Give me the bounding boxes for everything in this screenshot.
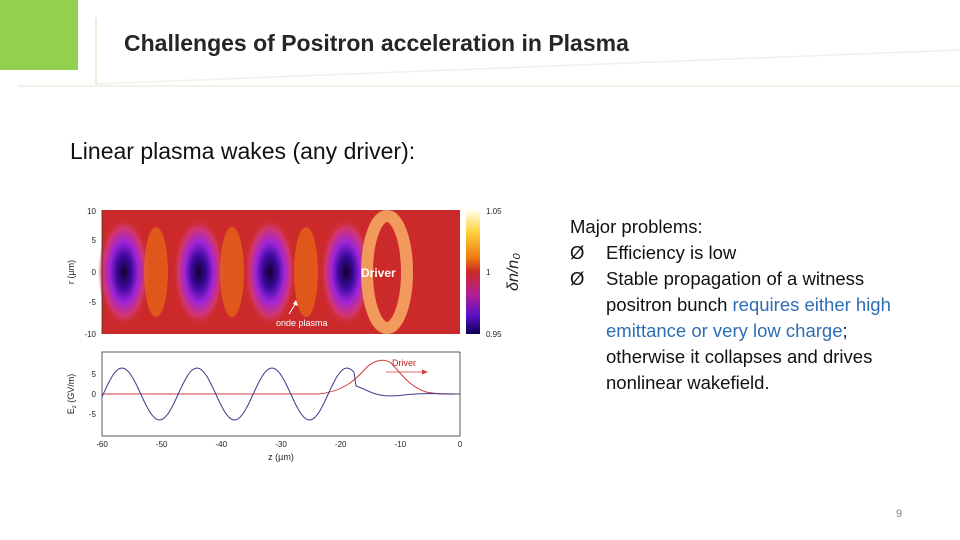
colorbar-tick-label: 1 — [486, 268, 491, 277]
problem-item: Ø Stable propagation of a witness positr… — [570, 266, 930, 396]
density-lobe — [244, 217, 296, 327]
y-tick-label: 0 — [92, 390, 97, 399]
colorbar-tick-label: 0.95 — [486, 330, 502, 339]
colorbar-label: δn/n₀ — [505, 253, 522, 291]
y-tick-label: 5 — [92, 370, 97, 379]
x-tick-label: -20 — [335, 440, 347, 449]
y-axis-label: Ez (GV/m) — [66, 374, 78, 415]
slide-subtitle: Linear plasma wakes (any driver): — [70, 138, 416, 164]
y-tick-label: -5 — [89, 410, 97, 419]
density-lobe — [320, 217, 372, 327]
colorbar — [466, 210, 480, 334]
y-tick-label: 0 — [92, 268, 97, 277]
y-tick-label: -10 — [84, 330, 96, 339]
problems-list: Major problems: Ø Efficiency is low Ø St… — [570, 214, 930, 396]
density-lobe — [173, 217, 225, 327]
slide-title: Challenges of Positron acceleration in P… — [124, 30, 629, 56]
x-tick-label: -60 — [96, 440, 108, 449]
problem-item: Ø Efficiency is low — [570, 240, 930, 266]
colorbar-tick-label: 1.05 — [486, 207, 502, 216]
driver-label: Driver — [392, 358, 416, 368]
density-map-panel: Driver onde plasma 10 5 0 -5 -10 r (µm) … — [66, 207, 522, 339]
driver-label: Driver — [361, 266, 396, 280]
density-crest — [144, 227, 168, 317]
y-tick-label: 10 — [87, 207, 96, 216]
density-lobe — [98, 217, 150, 327]
density-crest — [220, 227, 244, 317]
problems-heading: Major problems: — [570, 216, 703, 237]
problem-highlight: requires either high emittance or very l… — [606, 294, 891, 341]
header-accent-square — [0, 0, 78, 70]
density-crest — [294, 227, 318, 317]
wakefield-figure: Driver onde plasma 10 5 0 -5 -10 r (µm) … — [66, 207, 522, 462]
y-tick-label: -5 — [89, 298, 97, 307]
field-curve — [101, 367, 460, 421]
driver-ring — [361, 210, 413, 334]
annotation-arrow — [288, 302, 297, 315]
x-tick-label: -40 — [216, 440, 228, 449]
problem-text: Efficiency is low — [606, 242, 737, 263]
field-panel: Driver 5 0 -5 Ez (GV/m) -60 -50 -40 -30 … — [66, 351, 463, 462]
x-axis-label: z (µm) — [268, 452, 294, 462]
problem-text: ; otherwise it collapses and drives nonl… — [606, 320, 873, 393]
x-tick-label: 0 — [458, 440, 463, 449]
arrow-bullet-icon: Ø — [570, 242, 585, 263]
x-tick-label: -50 — [156, 440, 168, 449]
annotation-label: onde plasma — [276, 318, 328, 328]
header-decoration — [18, 18, 960, 87]
y-axis-label: r (µm) — [66, 260, 76, 284]
x-tick-label: -10 — [395, 440, 407, 449]
y-tick-label: 5 — [92, 236, 97, 245]
arrow-bullet-icon: Ø — [570, 268, 585, 289]
x-tick-label: -30 — [275, 440, 287, 449]
page-number: 9 — [896, 508, 903, 520]
problem-text: Stable propagation of a witness positron… — [606, 268, 865, 315]
